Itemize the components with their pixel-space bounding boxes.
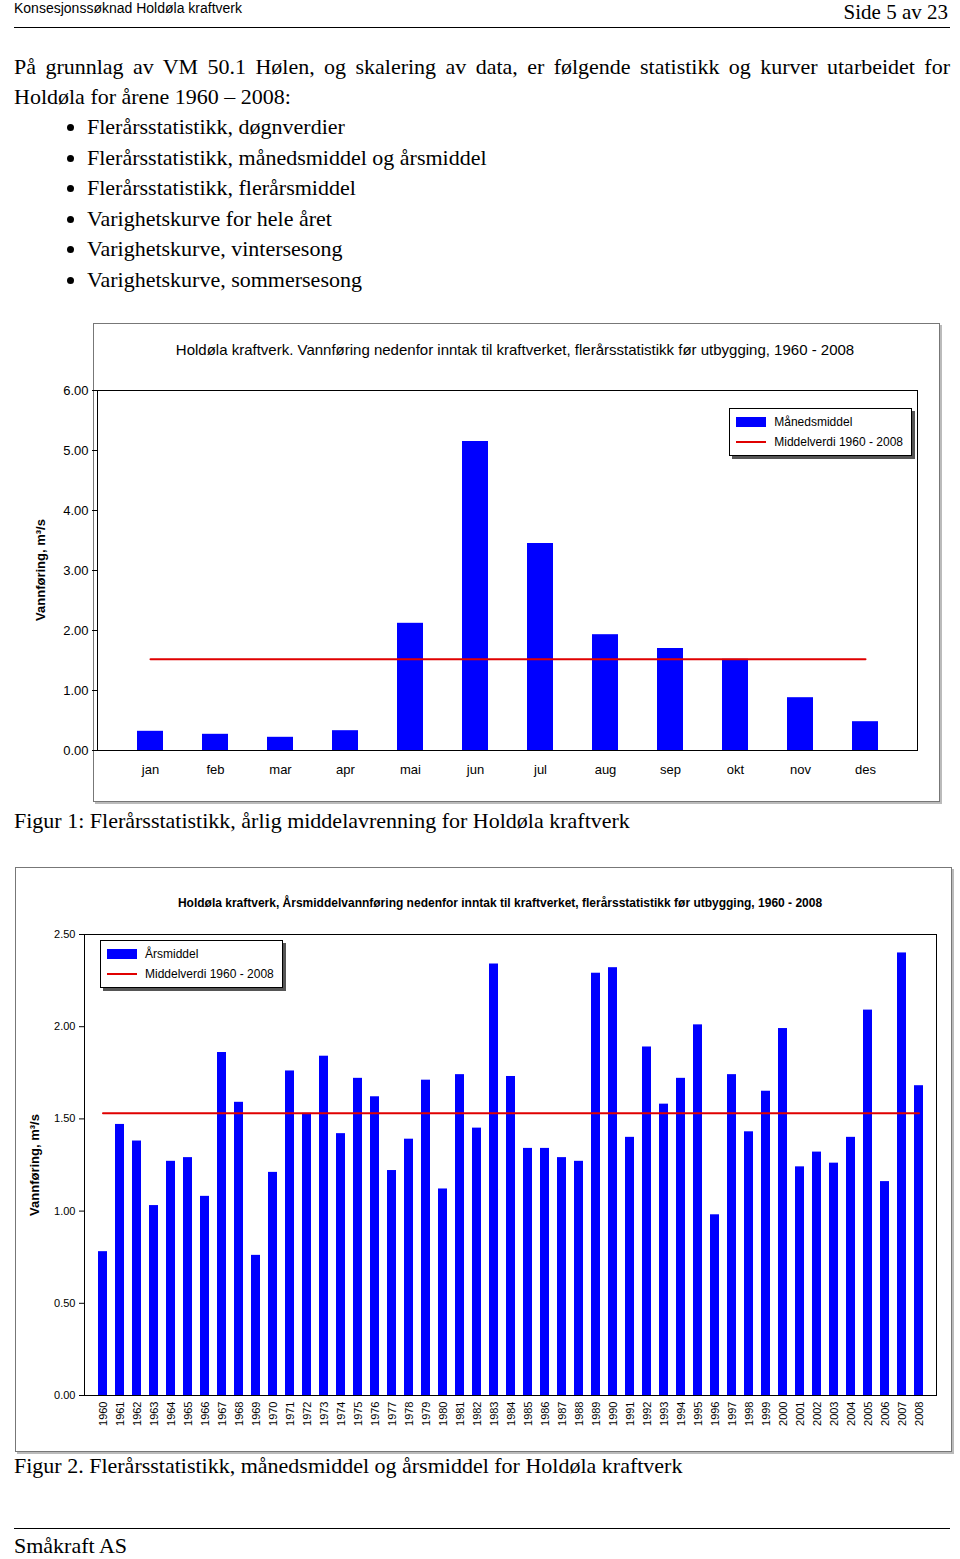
svg-text:1972: 1972 (301, 1402, 313, 1426)
svg-text:1983: 1983 (488, 1402, 500, 1426)
html-text:Varighetskurve, sommersesong: Varighetskurve, sommersesong (87, 266, 362, 292)
svg-text:1975: 1975 (352, 1402, 364, 1426)
html-text:Flerårsstatistikk, døgnverdier: Flerårsstatistikk, døgnverdier (87, 114, 345, 139)
svg-text:2006: 2006 (879, 1402, 891, 1426)
html-text:Konsesjonssøknad Holdøla kraft: Konsesjonssøknad Holdøla kraftverk (14, 0, 242, 16)
svg-text:0.00: 0.00 (63, 743, 88, 758)
svg-text:1986: 1986 (539, 1402, 551, 1426)
html-text:Middelverdi 1960 - 2008: Middelverdi 1960 - 2008 (774, 435, 903, 449)
svg-text:2.00: 2.00 (63, 623, 88, 638)
svg-text:1963: 1963 (148, 1402, 160, 1426)
svg-text:1969: 1969 (250, 1402, 262, 1426)
svg-text:1980: 1980 (437, 1402, 449, 1426)
html-text:På grunnlag av VM 50.1 Hølen,: På grunnlag av VM 50.1 Hølen, og skaleri… (14, 54, 950, 109)
svg-text:okt: okt (727, 762, 745, 777)
svg-text:2001: 2001 (794, 1402, 806, 1426)
svg-text:1965: 1965 (182, 1402, 194, 1426)
svg-text:jul: jul (533, 762, 547, 777)
html-text:Flerårsstatistikk, månedsmidde: Flerårsstatistikk, månedsmiddel og årsmi… (87, 144, 487, 170)
svg-text:2007: 2007 (896, 1402, 908, 1426)
svg-text:1976: 1976 (369, 1402, 381, 1426)
svg-text:3.00: 3.00 (63, 563, 88, 578)
svg-text:2000: 2000 (777, 1402, 789, 1426)
html-text:Vannføring, m³/s: Vannføring, m³/s (26, 1114, 42, 1216)
svg-text:1973: 1973 (318, 1402, 330, 1426)
svg-text:1974: 1974 (335, 1402, 347, 1426)
svg-text:1964: 1964 (165, 1402, 177, 1426)
svg-text:1.00: 1.00 (54, 1205, 75, 1217)
svg-text:1970: 1970 (267, 1402, 279, 1426)
svg-text:2005: 2005 (862, 1402, 874, 1426)
svg-text:1996: 1996 (709, 1402, 721, 1426)
svg-text:0.50: 0.50 (54, 1297, 75, 1309)
svg-text:1995: 1995 (692, 1402, 704, 1426)
svg-text:1993: 1993 (658, 1402, 670, 1426)
svg-text:1978: 1978 (403, 1402, 415, 1426)
svg-text:1962: 1962 (131, 1402, 143, 1426)
svg-text:2008: 2008 (913, 1402, 925, 1426)
svg-text:6.00: 6.00 (63, 383, 88, 398)
svg-text:jun: jun (466, 762, 484, 777)
svg-text:apr: apr (336, 762, 355, 777)
svg-text:1992: 1992 (641, 1402, 653, 1426)
svg-text:2004: 2004 (845, 1402, 857, 1426)
svg-text:jan: jan (141, 762, 159, 777)
svg-text:1987: 1987 (556, 1402, 568, 1426)
html-text:Månedsmiddel: Månedsmiddel (774, 415, 853, 429)
svg-text:1966: 1966 (199, 1402, 211, 1426)
svg-text:2003: 2003 (828, 1402, 840, 1426)
svg-text:mai: mai (400, 762, 421, 777)
svg-text:aug: aug (595, 762, 617, 777)
html-text:Figur 1: Flerårsstatistikk, år: Figur 1: Flerårsstatistikk, årlig middel… (14, 808, 630, 833)
svg-text:feb: feb (206, 762, 224, 777)
svg-text:2.50: 2.50 (54, 928, 75, 940)
html-text:Figur 2. Flerårsstatistikk, må: Figur 2. Flerårsstatistikk, månedsmiddel… (14, 1453, 683, 1478)
svg-text:1989: 1989 (590, 1402, 602, 1426)
html-text:Flerårsstatistikk, flerårsmidd: Flerårsstatistikk, flerårsmiddel (87, 175, 356, 200)
svg-text:1985: 1985 (522, 1402, 534, 1426)
svg-text:des: des (855, 762, 876, 777)
svg-text:1997: 1997 (726, 1402, 738, 1426)
svg-text:1990: 1990 (607, 1402, 619, 1426)
svg-text:sep: sep (660, 762, 681, 777)
svg-text:1961: 1961 (114, 1402, 126, 1426)
html-text:Årsmiddel: Årsmiddel (145, 947, 199, 961)
html-text:Vannføring, m³/s: Vannføring, m³/s (32, 519, 48, 621)
svg-text:1982: 1982 (471, 1402, 483, 1426)
svg-text:5.00: 5.00 (63, 443, 88, 458)
svg-text:mar: mar (269, 762, 292, 777)
html-text:Middelverdi 1960 - 2008: Middelverdi 1960 - 2008 (145, 967, 274, 981)
html-text:Varighetskurve, vintersesong: Varighetskurve, vintersesong (87, 236, 343, 261)
svg-text:2002: 2002 (811, 1402, 823, 1426)
svg-text:1988: 1988 (573, 1402, 585, 1426)
html-text:Småkraft AS: Småkraft AS (14, 1533, 128, 1558)
svg-text:nov: nov (790, 762, 811, 777)
svg-text:0.00: 0.00 (54, 1389, 75, 1401)
svg-text:1999: 1999 (760, 1402, 772, 1426)
svg-text:1979: 1979 (420, 1402, 432, 1426)
svg-text:1981: 1981 (454, 1402, 466, 1426)
svg-text:2.00: 2.00 (54, 1020, 75, 1032)
svg-text:1994: 1994 (675, 1402, 687, 1426)
svg-text:1984: 1984 (505, 1402, 517, 1426)
svg-text:1991: 1991 (624, 1402, 636, 1426)
svg-text:1960: 1960 (97, 1402, 109, 1426)
html-text:Holdøla kraftverk. Vannføring: Holdøla kraftverk. Vannføring nedenfor i… (175, 341, 855, 358)
svg-text:4.00: 4.00 (63, 503, 88, 518)
svg-text:1998: 1998 (743, 1402, 755, 1426)
svg-text:1977: 1977 (386, 1402, 398, 1426)
svg-text:1.00: 1.00 (63, 683, 88, 698)
svg-text:1.50: 1.50 (54, 1112, 75, 1124)
svg-text:1967: 1967 (216, 1402, 228, 1426)
svg-text:1971: 1971 (284, 1402, 296, 1426)
html-text:Side 5 av 23: Side 5 av 23 (843, 0, 948, 24)
html-text:Varighetskurve for hele året: Varighetskurve for hele året (87, 205, 332, 231)
svg-text:1968: 1968 (233, 1402, 245, 1426)
html-text:Holdøla kraftverk, Årsmiddelva: Holdøla kraftverk, Årsmiddelvannføring n… (177, 896, 823, 910)
